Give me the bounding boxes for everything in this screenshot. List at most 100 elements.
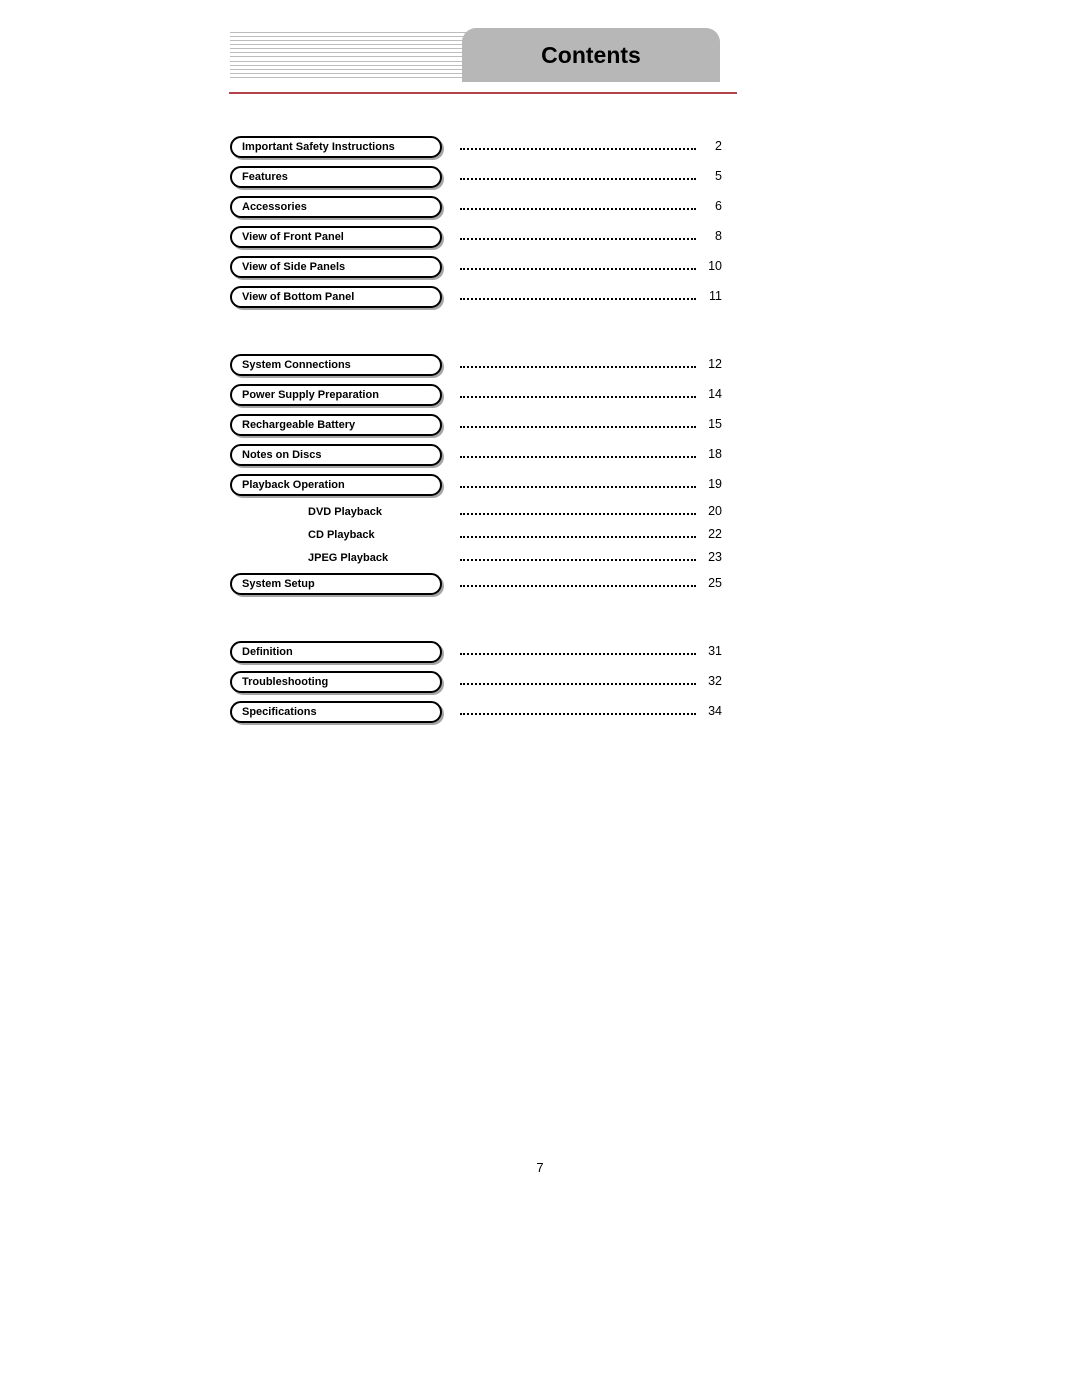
toc-page-number: 15 — [700, 417, 722, 431]
header-decorative-lines — [230, 32, 490, 78]
header-line — [230, 48, 490, 49]
toc-entry-label: Features — [242, 171, 288, 183]
toc-row: View of Side Panels 10 — [230, 252, 722, 282]
toc-row: Important Safety Instructions 2 — [230, 132, 722, 162]
toc-entry-pill: Definition — [230, 641, 442, 663]
toc-row: System Connections 12 — [230, 350, 722, 380]
toc-entry-pill: System Setup — [230, 573, 442, 595]
toc-entry-label: View of Front Panel — [242, 231, 344, 243]
toc-page-number: 18 — [700, 447, 722, 461]
toc-entry-pill: Rechargeable Battery — [230, 414, 442, 436]
header-line — [230, 44, 490, 45]
toc-entry-label: Troubleshooting — [242, 676, 328, 688]
toc-entry-pill: View of Side Panels — [230, 256, 442, 278]
toc-row: Rechargeable Battery 15 — [230, 410, 722, 440]
footer-page-number: 7 — [0, 1160, 1080, 1175]
toc-entry-label: Playback Operation — [242, 479, 345, 491]
toc-leader-dots — [460, 170, 696, 180]
toc-page-number: 23 — [700, 550, 722, 564]
toc-entry-pill: System Connections — [230, 354, 442, 376]
toc-page-number: 31 — [700, 644, 722, 658]
toc-page-number: 19 — [700, 477, 722, 491]
toc-group: Important Safety Instructions 2 Features 5 A… — [230, 132, 722, 312]
toc-page-number: 10 — [700, 259, 722, 273]
toc-leader-dots — [460, 675, 696, 685]
toc-leader-dots — [460, 200, 696, 210]
toc-entry-pill: Features — [230, 166, 442, 188]
toc-leader-dots — [460, 645, 696, 655]
header-line — [230, 40, 490, 41]
toc-entry-pill: Accessories — [230, 196, 442, 218]
page-title: Contents — [541, 42, 641, 69]
header-line — [230, 56, 490, 57]
toc-row: System Setup 25 — [230, 569, 722, 599]
toc-entry-label: Power Supply Preparation — [242, 389, 379, 401]
toc-subentry-label: JPEG Playback — [308, 552, 388, 564]
header: Contents — [230, 28, 735, 98]
toc-page-number: 25 — [700, 576, 722, 590]
toc-leader-dots — [460, 448, 696, 458]
toc-page-number: 20 — [700, 504, 722, 518]
toc-page-number: 14 — [700, 387, 722, 401]
toc-leader-dots — [460, 577, 696, 587]
toc-leader-dots — [460, 528, 696, 538]
toc-row: Specifications 34 — [230, 697, 722, 727]
toc-subentry-label: CD Playback — [308, 529, 375, 541]
toc-leader-dots — [460, 290, 696, 300]
toc-row: Definition 31 — [230, 637, 722, 667]
toc-leader-dots — [460, 388, 696, 398]
toc-page-number: 2 — [700, 139, 722, 153]
toc-entry-label: Definition — [242, 646, 293, 658]
toc-entry-label: View of Side Panels — [242, 261, 345, 273]
toc-entry-pill: Troubleshooting — [230, 671, 442, 693]
toc-entry-pill: View of Front Panel — [230, 226, 442, 248]
toc-group: Definition 31 Troubleshooting 32 Specificati… — [230, 637, 722, 727]
toc-entry-pill: Important Safety Instructions — [230, 136, 442, 158]
header-line — [230, 69, 490, 70]
toc-entry-pill: Playback Operation — [230, 474, 442, 496]
toc-subentry: JPEG Playback — [230, 547, 442, 569]
toc-row: Features 5 — [230, 162, 722, 192]
toc-entry-label: Important Safety Instructions — [242, 141, 395, 153]
toc-row: DVD Playback 20 — [230, 500, 722, 523]
toc-leader-dots — [460, 551, 696, 561]
toc-subentry: DVD Playback — [230, 501, 442, 523]
toc-group: System Connections 12 Power Supply Prepara… — [230, 350, 722, 599]
toc-row: Notes on Discs18 — [230, 440, 722, 470]
toc-row: Troubleshooting 32 — [230, 667, 722, 697]
toc-leader-dots — [460, 140, 696, 150]
toc-row: Playback Operation 19 — [230, 470, 722, 500]
header-line — [230, 52, 490, 53]
toc-page-number: 34 — [700, 704, 722, 718]
toc-entry-label: Accessories — [242, 201, 307, 213]
toc-entry-label: System Connections — [242, 359, 351, 371]
toc-row: View of Front Panel 8 — [230, 222, 722, 252]
toc-entry-label: Rechargeable Battery — [242, 419, 355, 431]
title-tab: Contents — [462, 28, 720, 82]
toc-entry-label: View of Bottom Panel — [242, 291, 354, 303]
page: Contents Important Safety Instructions 2 F… — [0, 0, 1080, 1397]
toc-page-number: 8 — [700, 229, 722, 243]
toc-entry-pill: Specifications — [230, 701, 442, 723]
toc-subentry-label: DVD Playback — [308, 506, 382, 518]
toc-row: Accessories 6 — [230, 192, 722, 222]
toc-page-number: 5 — [700, 169, 722, 183]
toc-leader-dots — [460, 418, 696, 428]
header-line — [230, 65, 490, 66]
toc-page-number: 32 — [700, 674, 722, 688]
toc-subentry: CD Playback — [230, 524, 442, 546]
toc-entry-pill: Power Supply Preparation — [230, 384, 442, 406]
toc-leader-dots — [460, 478, 696, 488]
toc-page-number: 12 — [700, 357, 722, 371]
header-line — [230, 61, 490, 62]
toc-leader-dots — [460, 505, 696, 515]
toc-entry-label: Specifications — [242, 706, 317, 718]
toc-entry-label: System Setup — [242, 578, 315, 590]
table-of-contents: Important Safety Instructions 2 Features 5 A… — [230, 132, 722, 765]
toc-leader-dots — [460, 705, 696, 715]
toc-page-number: 6 — [700, 199, 722, 213]
toc-page-number: 22 — [700, 527, 722, 541]
toc-leader-dots — [460, 358, 696, 368]
toc-leader-dots — [460, 230, 696, 240]
header-line — [230, 73, 490, 74]
